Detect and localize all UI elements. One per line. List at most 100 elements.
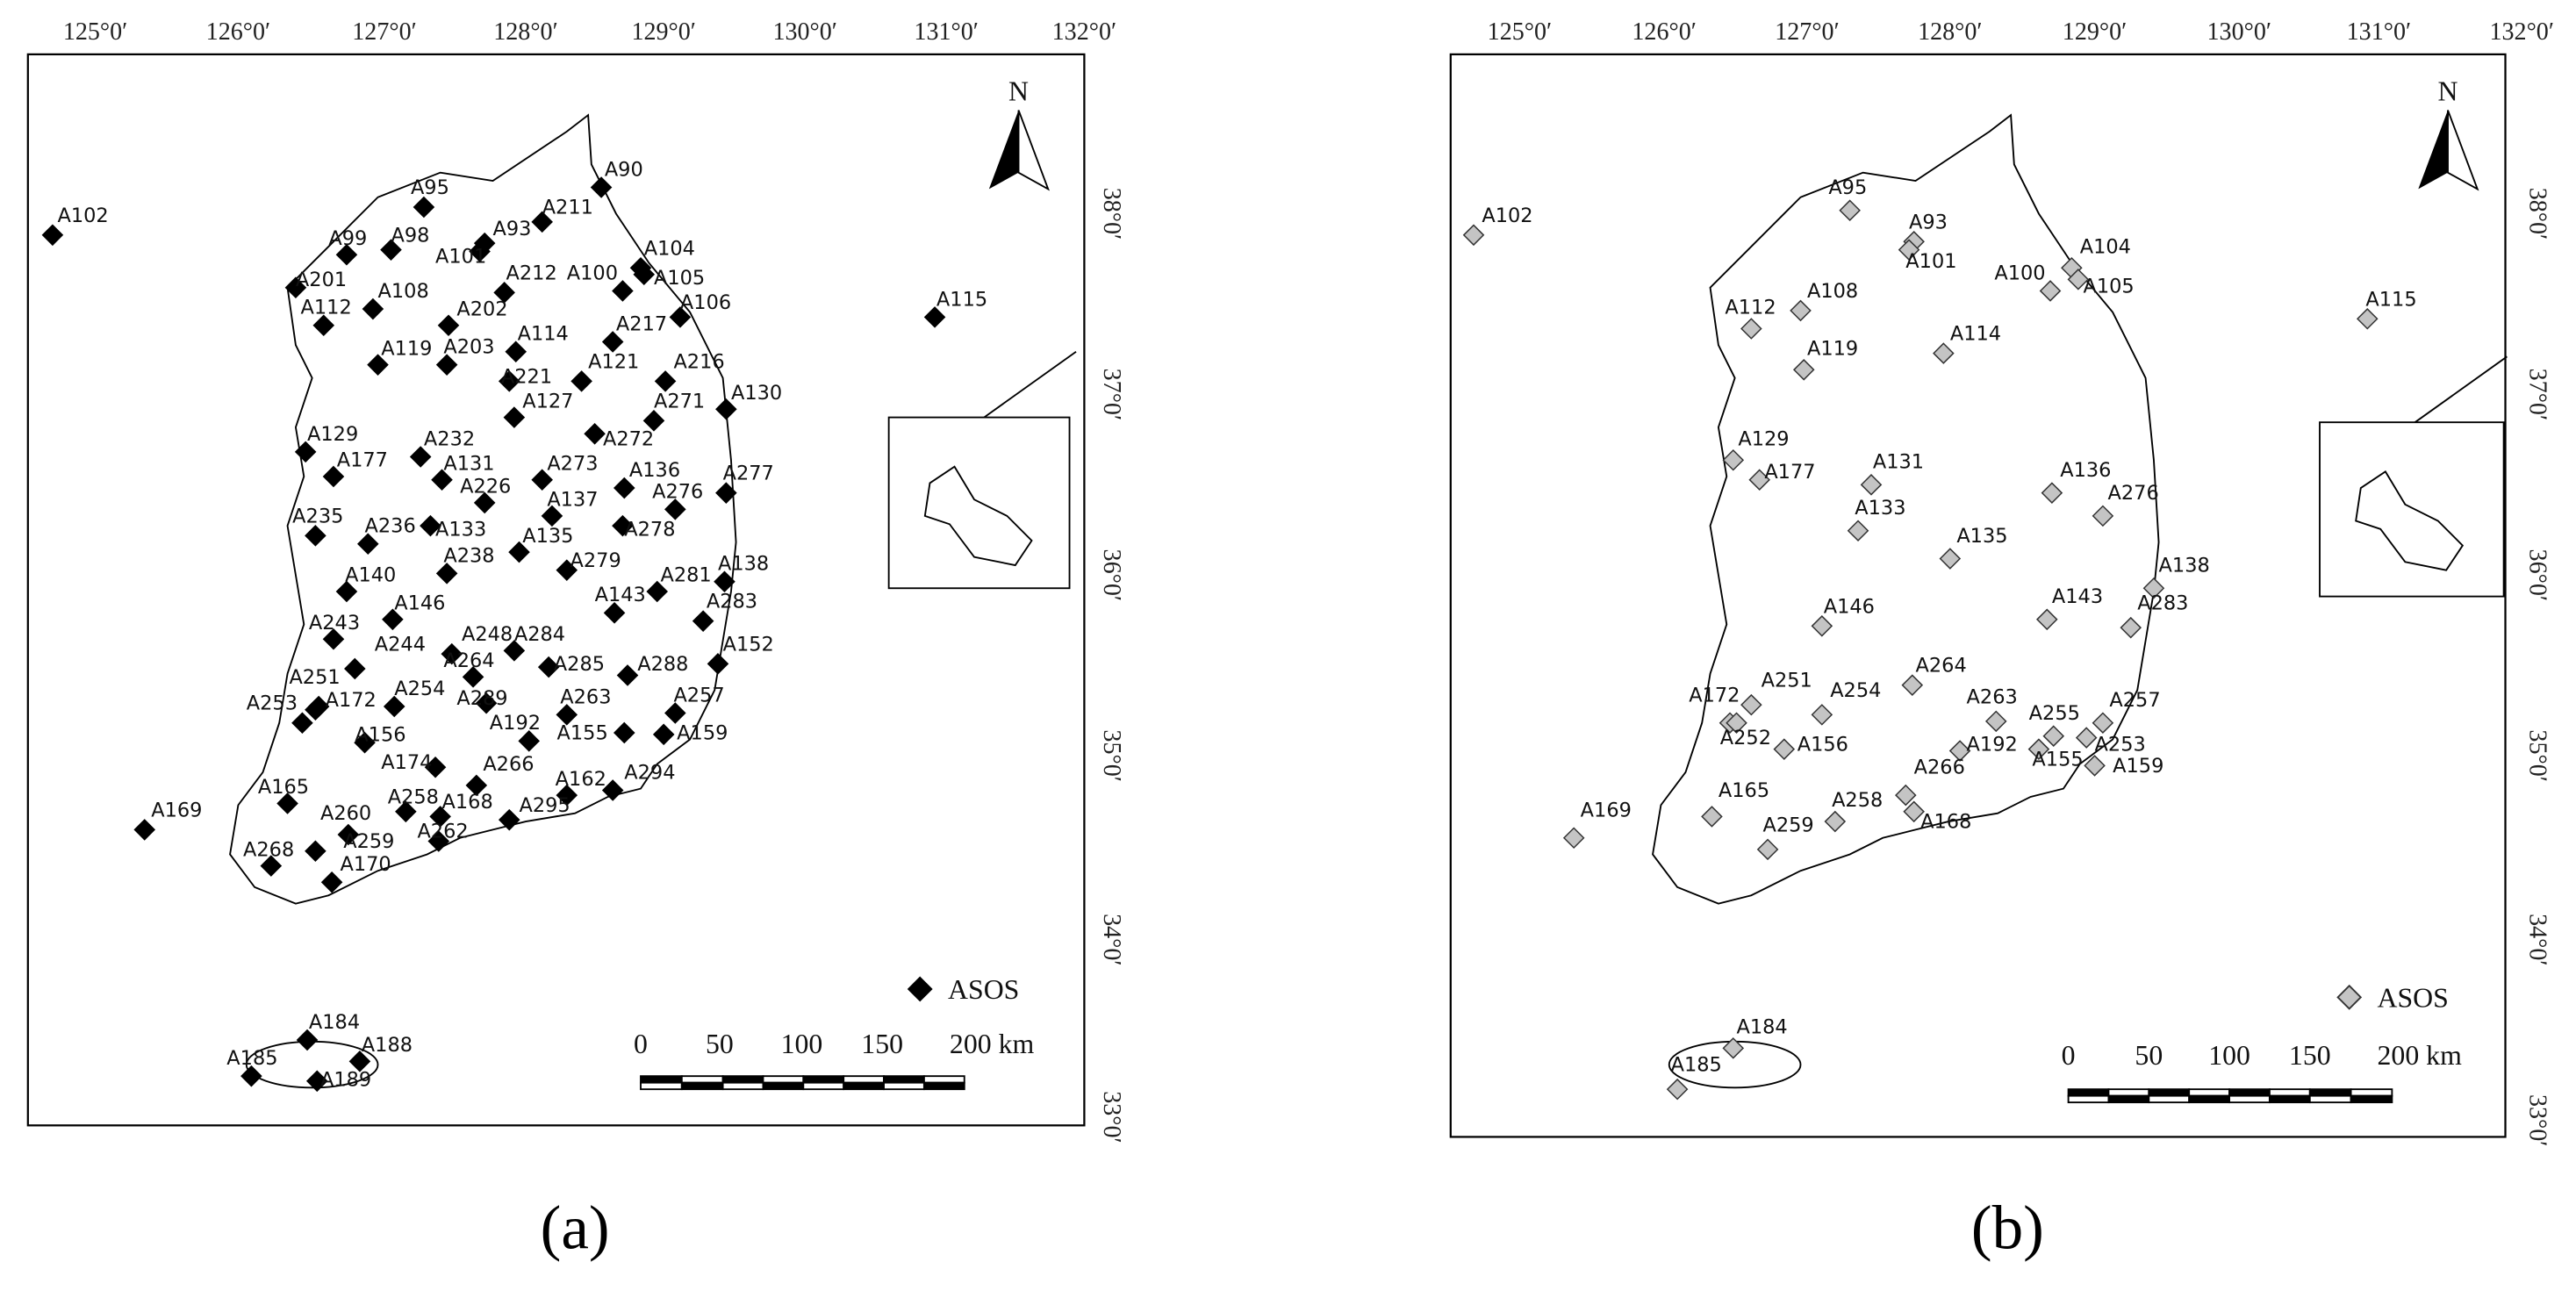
latitude-label: 35°0′ bbox=[1098, 729, 1125, 781]
station-label: A252 bbox=[1720, 727, 1771, 749]
station-marker bbox=[1824, 810, 1847, 833]
inset-box bbox=[887, 416, 1071, 590]
station-label: A133 bbox=[435, 518, 486, 541]
latitude-label: 35°0′ bbox=[2524, 729, 2551, 781]
station-marker bbox=[518, 730, 541, 752]
station-marker bbox=[437, 314, 460, 337]
station-label: A90 bbox=[605, 158, 643, 181]
station-label: A136 bbox=[629, 459, 680, 482]
station-marker bbox=[692, 610, 714, 632]
station-marker bbox=[556, 704, 578, 726]
station-label: A168 bbox=[1920, 811, 1971, 834]
longitude-label: 132°0′ bbox=[2489, 18, 2553, 46]
station-label: A285 bbox=[554, 653, 605, 676]
north-arrow-left bbox=[2418, 110, 2448, 190]
north-label: N bbox=[2438, 75, 2458, 106]
station-marker bbox=[305, 1070, 328, 1093]
station-marker bbox=[1811, 704, 1833, 726]
scale-bar-bottom bbox=[883, 1081, 925, 1091]
station-marker bbox=[612, 514, 634, 537]
station-label: A295 bbox=[519, 794, 570, 817]
scale-bar-bottom bbox=[680, 1081, 724, 1091]
station-marker bbox=[503, 640, 526, 662]
station-marker bbox=[714, 570, 735, 593]
station-marker bbox=[469, 240, 491, 262]
station-label: A106 bbox=[680, 291, 731, 314]
latitude-label: 33°0′ bbox=[1098, 1091, 1125, 1143]
scale-bar-bottom bbox=[640, 1081, 683, 1091]
station-marker bbox=[291, 712, 313, 735]
station-label: A95 bbox=[1828, 176, 1867, 199]
scale-bar-bottom bbox=[2228, 1094, 2271, 1104]
latitude-label: 37°0′ bbox=[2524, 369, 2551, 420]
station-label: A114 bbox=[518, 323, 569, 346]
station-label: A226 bbox=[460, 476, 511, 498]
station-marker bbox=[276, 792, 298, 814]
station-label: A212 bbox=[506, 262, 557, 284]
station-marker bbox=[669, 306, 692, 328]
station-label: A135 bbox=[1956, 525, 2007, 548]
latitude-label: 38°0′ bbox=[1098, 188, 1125, 240]
longitude-label: 126°0′ bbox=[206, 18, 270, 46]
scale-bar-bottom bbox=[922, 1081, 965, 1091]
station-label: A283 bbox=[707, 591, 757, 613]
station-marker bbox=[616, 664, 639, 686]
station-label: A238 bbox=[443, 544, 494, 567]
station-label: A177 bbox=[1764, 461, 1815, 484]
station-marker bbox=[556, 559, 578, 581]
station-label: A112 bbox=[1725, 297, 1776, 319]
longitude-label: 127°0′ bbox=[1775, 18, 1839, 46]
station-label: A184 bbox=[309, 1011, 360, 1034]
station-label: A99 bbox=[328, 227, 367, 250]
station-label: A131 bbox=[1873, 451, 1924, 474]
longitude-label: 127°0′ bbox=[352, 18, 417, 46]
station-marker bbox=[441, 642, 463, 665]
station-marker bbox=[1839, 199, 1861, 222]
station-label: A258 bbox=[388, 785, 439, 808]
station-label: A266 bbox=[1914, 757, 1965, 779]
station-marker bbox=[296, 1029, 319, 1051]
station-label: A177 bbox=[337, 449, 388, 472]
station-marker bbox=[1701, 806, 1723, 828]
station-marker bbox=[2067, 269, 2090, 290]
station-marker bbox=[1790, 299, 1812, 322]
station-marker bbox=[354, 731, 376, 754]
scale-bar-top bbox=[802, 1075, 845, 1084]
station-label: A119 bbox=[381, 337, 432, 360]
station-label: A108 bbox=[1807, 280, 1858, 303]
station-marker bbox=[1901, 674, 1924, 696]
station-label: A188 bbox=[362, 1034, 413, 1057]
station-label: A172 bbox=[1689, 684, 1740, 706]
scale-bar-bottom bbox=[762, 1081, 805, 1091]
station-label: A159 bbox=[677, 721, 728, 744]
station-marker bbox=[541, 505, 563, 527]
station-marker bbox=[382, 608, 404, 631]
station-marker bbox=[537, 656, 560, 678]
longitude-label: 130°0′ bbox=[772, 18, 837, 46]
scale-label: 150 bbox=[2289, 1040, 2331, 1071]
station-marker bbox=[2041, 482, 2063, 504]
station-label: A185 bbox=[1671, 1054, 1722, 1077]
station-label: A100 bbox=[1994, 262, 2045, 284]
station-marker bbox=[1462, 224, 1485, 247]
station-marker bbox=[348, 1051, 371, 1072]
station-label: A121 bbox=[588, 350, 639, 373]
scale-bar-top bbox=[922, 1075, 965, 1084]
station-label: A130 bbox=[731, 382, 782, 405]
station-label: A100 bbox=[567, 262, 618, 284]
latitude-label: 36°0′ bbox=[2524, 549, 2551, 601]
station-marker bbox=[322, 627, 345, 650]
station-marker bbox=[2075, 727, 2098, 749]
station-marker bbox=[431, 469, 453, 491]
station-label: A284 bbox=[514, 623, 565, 646]
station-label: A93 bbox=[1909, 211, 1948, 233]
panel-caption: (b) bbox=[1971, 1194, 2044, 1263]
station-label: A156 bbox=[1797, 734, 1848, 757]
station-label: A137 bbox=[547, 489, 598, 512]
station-marker bbox=[413, 196, 435, 219]
station-marker bbox=[664, 702, 686, 724]
inset-island bbox=[2355, 470, 2465, 571]
scale-bar-bottom bbox=[2107, 1094, 2150, 1104]
station-label: A169 bbox=[151, 799, 202, 821]
